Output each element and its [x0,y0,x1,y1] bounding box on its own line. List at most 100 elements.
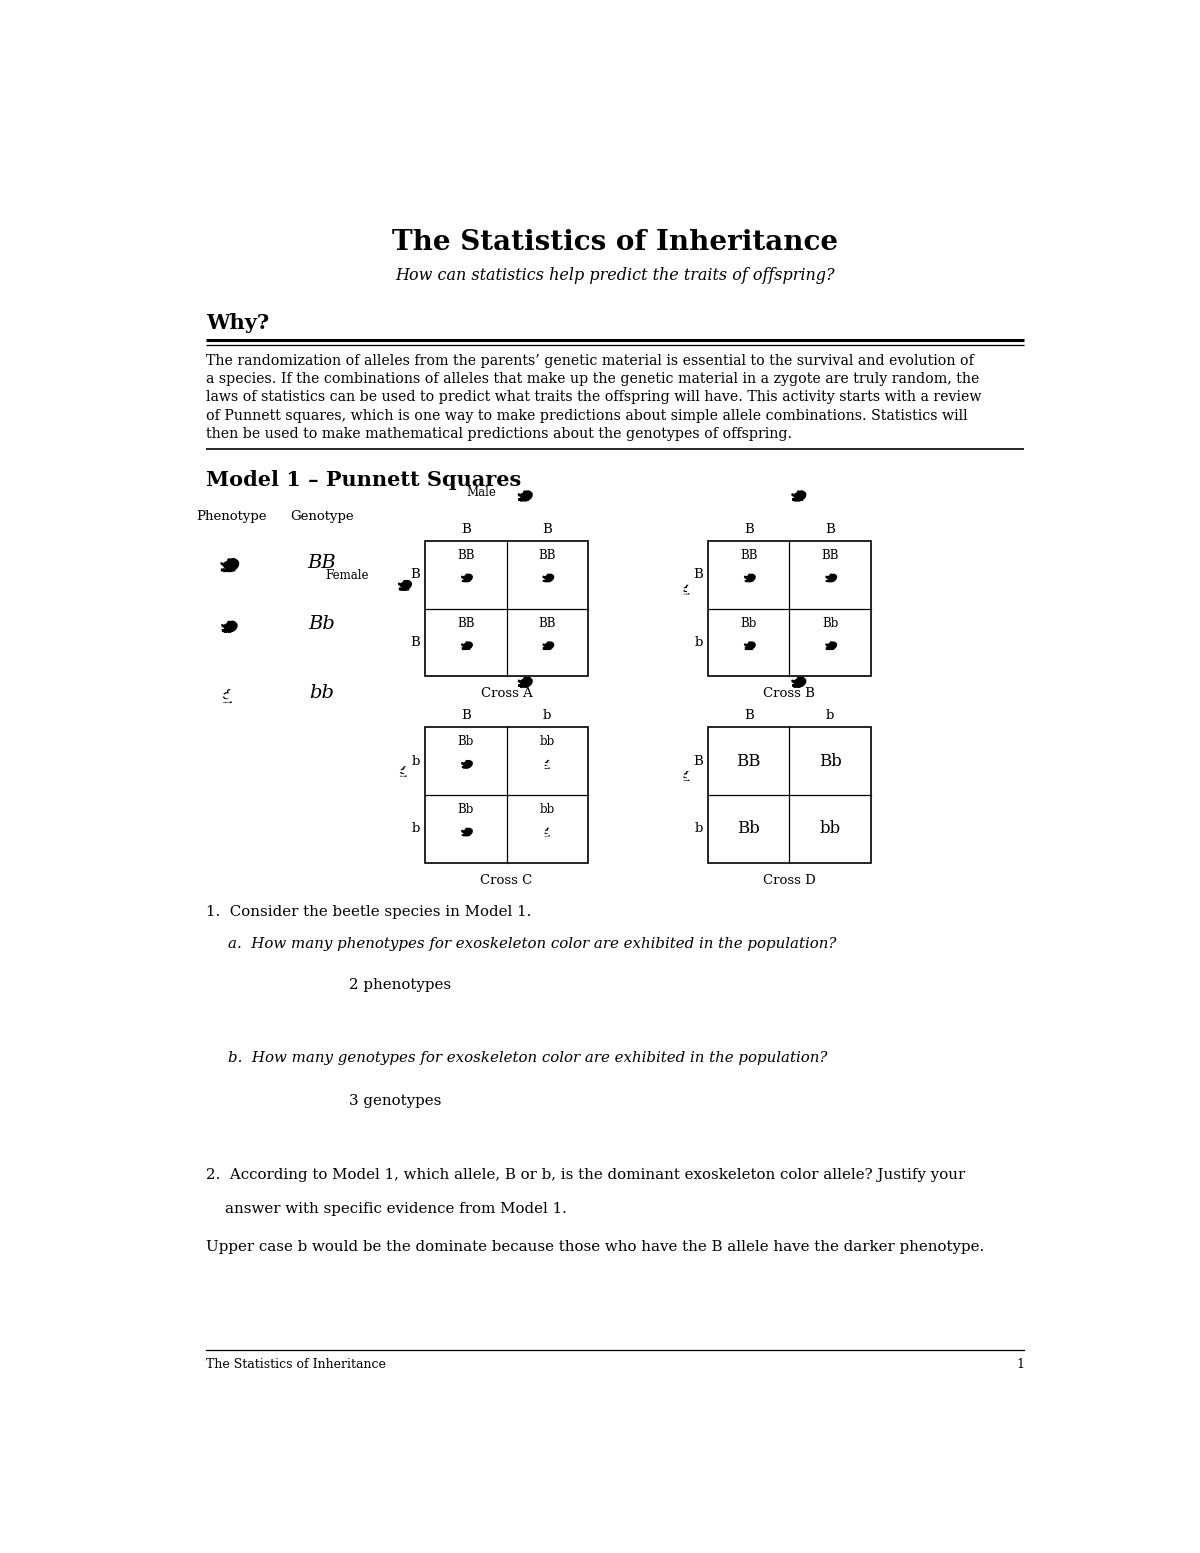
Text: BB: BB [457,550,474,562]
Text: b.  How many genotypes for exoskeleton color are exhibited in the population?: b. How many genotypes for exoskeleton co… [228,1051,827,1065]
Text: B: B [692,568,702,581]
Ellipse shape [224,624,232,629]
Ellipse shape [404,767,408,770]
Text: B: B [461,522,470,536]
Text: The Statistics of Inheritance: The Statistics of Inheritance [392,228,838,256]
Ellipse shape [547,828,550,831]
Text: then be used to make mathematical predictions about the genotypes of offspring.: then be used to make mathematical predic… [206,427,792,441]
Text: Cross C: Cross C [480,874,533,887]
Text: BB: BB [737,753,761,770]
Ellipse shape [466,575,468,576]
Ellipse shape [686,585,689,589]
Ellipse shape [229,691,233,694]
Text: Why?: Why? [206,314,269,334]
Text: answer with specific evidence from Model 1.: answer with specific evidence from Model… [206,1202,566,1216]
Ellipse shape [828,576,833,579]
Ellipse shape [746,643,751,648]
Text: BB: BB [307,553,336,572]
Ellipse shape [749,641,751,644]
Text: B: B [744,708,754,722]
Text: bb: bb [540,736,554,749]
Text: 2 phenotypes: 2 phenotypes [349,978,451,992]
Text: Cross D: Cross D [763,874,816,887]
Ellipse shape [466,761,468,763]
Bar [708,727,871,863]
Text: B: B [410,568,420,581]
Text: 2.  According to Model 1, which allele, B or b, is the dominant exoskeleton colo: 2. According to Model 1, which allele, B… [206,1168,965,1182]
Text: Bb: Bb [740,617,757,631]
Ellipse shape [467,575,469,578]
Ellipse shape [523,491,527,494]
Ellipse shape [403,581,406,584]
Text: BB: BB [821,550,839,562]
Ellipse shape [228,559,232,562]
Ellipse shape [547,641,550,644]
Ellipse shape [548,643,551,644]
Text: Bb: Bb [822,617,839,631]
Bar [425,540,588,677]
Ellipse shape [524,679,528,682]
Text: b: b [826,708,834,722]
Text: 1.  Consider the beetle species in Model 1.: 1. Consider the beetle species in Model … [206,905,532,919]
Ellipse shape [797,491,800,494]
Text: Bb: Bb [457,736,474,749]
Text: B: B [826,522,835,536]
Text: BB: BB [740,550,757,562]
Ellipse shape [828,643,833,648]
Text: B: B [410,637,420,649]
Text: b: b [542,708,551,722]
Text: 3 genotypes: 3 genotypes [349,1093,442,1107]
Ellipse shape [684,773,689,778]
Text: BB: BB [457,617,474,631]
Ellipse shape [463,576,468,579]
Ellipse shape [467,643,469,644]
Text: B: B [461,708,470,722]
Text: b: b [412,755,420,767]
Text: Female: Female [326,568,370,582]
Text: Cross A: Cross A [481,688,533,700]
Text: Male: Male [467,486,497,499]
Ellipse shape [798,492,802,495]
Text: Cross B: Cross B [763,688,815,700]
Ellipse shape [832,643,833,644]
Text: Upper case b would be the dominate because those who have the B allele have the : Upper case b would be the dominate becau… [206,1241,984,1255]
Text: of Punnett squares, which is one way to make predictions about simple allele com: of Punnett squares, which is one way to … [206,408,967,422]
Ellipse shape [401,769,407,773]
Ellipse shape [545,829,550,834]
Text: b: b [695,637,702,649]
Ellipse shape [548,829,551,831]
Text: Bb: Bb [308,615,336,634]
Text: The randomization of alleles from the parents’ genetic material is essential to : The randomization of alleles from the pa… [206,354,973,368]
Ellipse shape [466,641,468,644]
Text: The Statistics of Inheritance: The Statistics of Inheritance [206,1357,385,1371]
Ellipse shape [798,679,802,682]
Ellipse shape [547,575,550,576]
Ellipse shape [467,829,469,831]
Ellipse shape [466,828,468,831]
Text: bb: bb [310,685,335,702]
Text: a species. If the combinations of alleles that make up the genetic material in a: a species. If the combinations of allele… [206,373,979,387]
Text: Genotype: Genotype [290,509,354,523]
Ellipse shape [545,643,550,648]
Ellipse shape [688,585,690,589]
Ellipse shape [463,643,468,648]
Ellipse shape [524,492,528,495]
Ellipse shape [404,581,408,584]
Ellipse shape [223,693,232,699]
Text: laws of statistics can be used to predict what traits the offspring will have. T: laws of statistics can be used to predic… [206,390,982,404]
Text: BB: BB [539,617,556,631]
Text: bb: bb [540,803,554,817]
Ellipse shape [547,761,550,763]
Text: b: b [695,823,702,836]
Text: bb: bb [820,820,841,837]
Text: Bb: Bb [457,803,474,817]
Ellipse shape [688,772,690,775]
Bar [708,540,871,677]
Text: B: B [542,522,552,536]
Text: Bb: Bb [737,820,760,837]
Ellipse shape [750,643,752,644]
Ellipse shape [830,641,833,644]
Ellipse shape [794,680,800,685]
Text: B: B [692,755,702,767]
Bar [425,727,588,863]
